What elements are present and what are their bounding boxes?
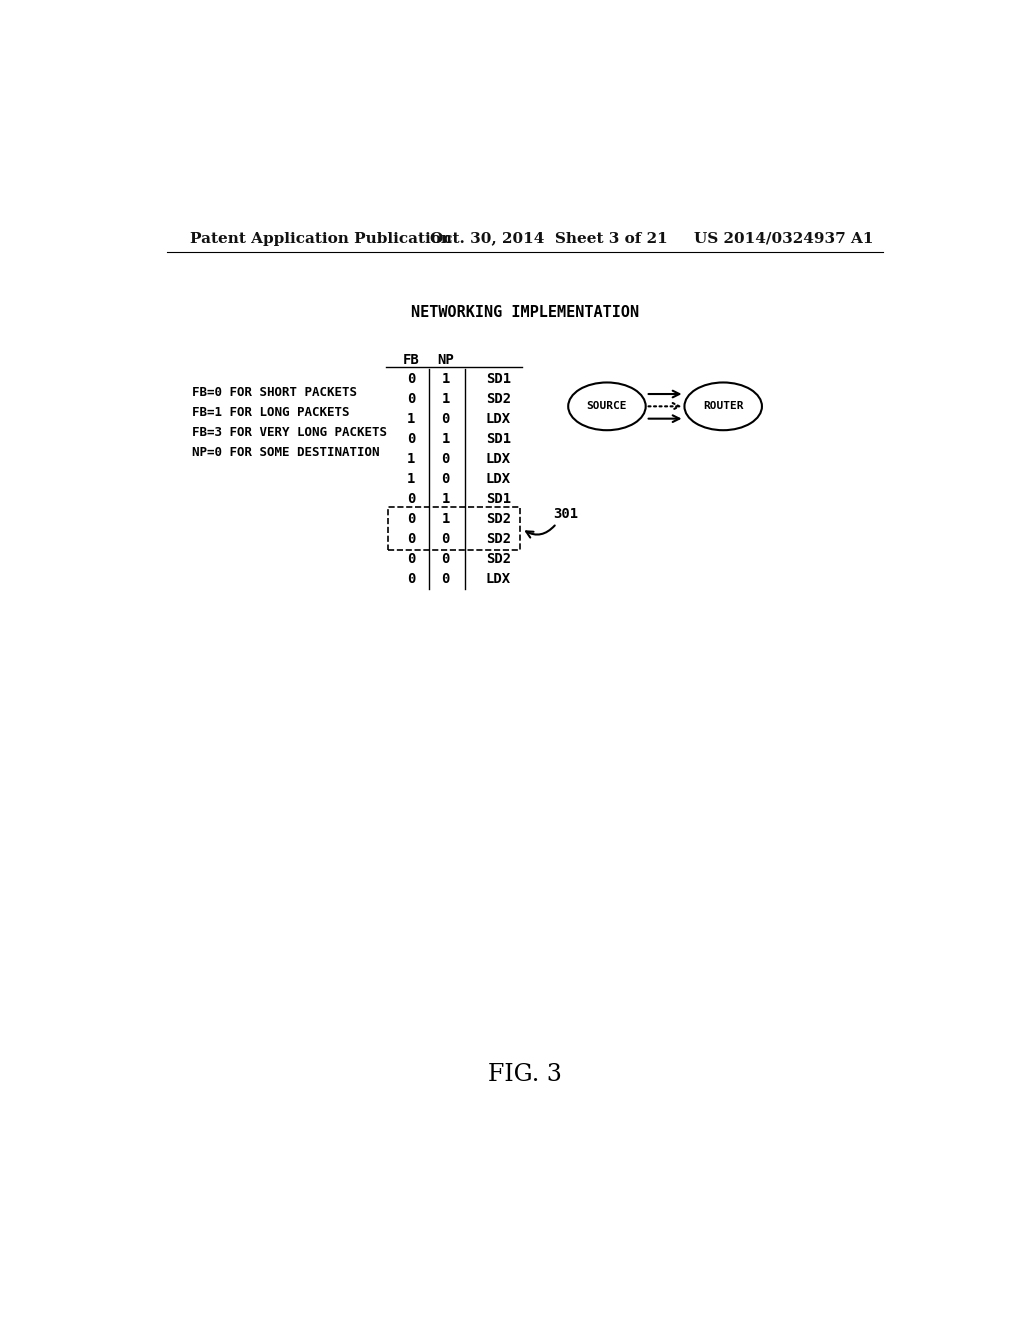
Text: 0: 0 [441,532,450,545]
Text: SD2: SD2 [485,552,511,566]
Text: 0: 0 [441,451,450,466]
Text: LDX: LDX [485,572,511,586]
Text: 0: 0 [407,572,415,586]
Text: 1: 1 [441,372,450,385]
Text: SD1: SD1 [485,432,511,446]
Text: 301: 301 [553,507,578,521]
Text: SD2: SD2 [485,512,511,525]
Text: FB=0 FOR SHORT PACKETS: FB=0 FOR SHORT PACKETS [191,385,356,399]
Text: 1: 1 [407,451,415,466]
Text: LDX: LDX [485,471,511,486]
Text: 0: 0 [441,552,450,566]
Text: 1: 1 [407,412,415,425]
Text: FB=1 FOR LONG PACKETS: FB=1 FOR LONG PACKETS [191,405,349,418]
Text: 0: 0 [407,372,415,385]
Text: SD1: SD1 [485,372,511,385]
Text: FB=3 FOR VERY LONG PACKETS: FB=3 FOR VERY LONG PACKETS [191,425,386,438]
Text: 0: 0 [407,532,415,545]
Text: LDX: LDX [485,451,511,466]
Text: SOURCE: SOURCE [587,401,627,412]
Text: 0: 0 [407,432,415,446]
Text: 0: 0 [441,471,450,486]
Ellipse shape [568,383,646,430]
Text: NETWORKING IMPLEMENTATION: NETWORKING IMPLEMENTATION [411,305,639,319]
Text: 1: 1 [441,512,450,525]
Text: 0: 0 [407,552,415,566]
Text: 0: 0 [407,492,415,506]
Text: 1: 1 [407,471,415,486]
Bar [388,507,520,550]
Text: 0: 0 [407,392,415,405]
Text: 0: 0 [441,412,450,425]
Ellipse shape [684,383,762,430]
Text: NP=0 FOR SOME DESTINATION: NP=0 FOR SOME DESTINATION [191,446,379,458]
Text: 1: 1 [441,392,450,405]
Text: 1: 1 [441,432,450,446]
Text: US 2014/0324937 A1: US 2014/0324937 A1 [693,231,873,246]
Text: SD2: SD2 [485,532,511,545]
Text: 0: 0 [407,512,415,525]
Text: 1: 1 [441,492,450,506]
Text: SD2: SD2 [485,392,511,405]
Text: ROUTER: ROUTER [702,401,743,412]
Text: SD1: SD1 [485,492,511,506]
Text: FB: FB [402,354,419,367]
Text: LDX: LDX [485,412,511,425]
Text: 0: 0 [441,572,450,586]
Text: FIG. 3: FIG. 3 [487,1063,562,1086]
Text: NP: NP [437,354,454,367]
Text: Oct. 30, 2014  Sheet 3 of 21: Oct. 30, 2014 Sheet 3 of 21 [430,231,668,246]
Text: Patent Application Publication: Patent Application Publication [190,231,452,246]
